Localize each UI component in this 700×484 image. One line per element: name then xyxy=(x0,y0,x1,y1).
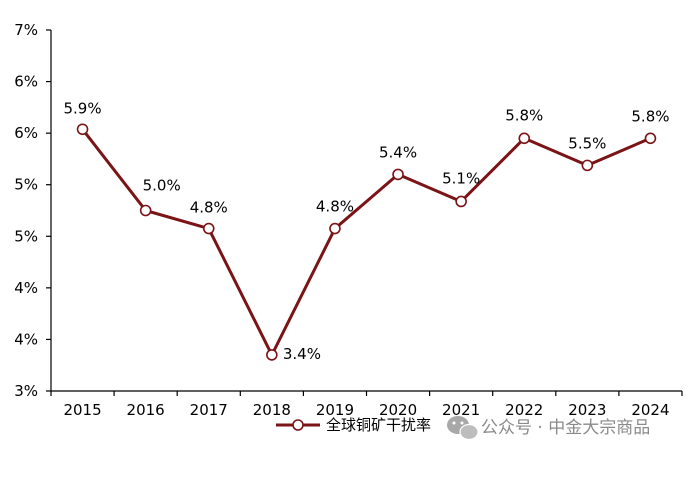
watermark: 公众号 · 中金大宗商品 xyxy=(447,416,650,440)
x-tick-label: 2018 xyxy=(253,401,291,419)
y-tick-label: 6% xyxy=(14,73,38,91)
y-tick-label: 4% xyxy=(14,279,38,297)
data-point xyxy=(267,350,277,360)
x-tick-label: 2023 xyxy=(568,401,606,419)
watermark-text: 公众号 · 中金大宗商品 xyxy=(481,418,650,438)
data-label: 5.8% xyxy=(505,106,543,124)
legend-marker xyxy=(293,420,303,430)
data-labels: 5.9% 5.0% 4.8% 3.4% 4.8% 5.4% 5.1% 5.8% 5.5% 5.8% xyxy=(63,99,669,363)
data-label: 3.4% xyxy=(283,345,321,363)
data-label: 4.8% xyxy=(190,199,228,217)
data-point xyxy=(393,169,403,179)
data-label: 5.0% xyxy=(143,177,181,195)
data-point xyxy=(78,124,88,134)
x-axis: 2015 2016 2017 2018 2019 2020 2021 2022 2023 2024 xyxy=(51,391,682,419)
series-line xyxy=(83,129,651,355)
x-tick-label: 2016 xyxy=(127,401,165,419)
data-point xyxy=(141,206,151,216)
y-tick-label: 7% xyxy=(14,21,38,39)
wechat-icon xyxy=(447,416,478,440)
data-label: 5.5% xyxy=(568,134,606,152)
y-axis: 7% 6% 6% 5% 5% 4% 4% 3% xyxy=(14,21,51,400)
series-group xyxy=(78,124,656,360)
x-tick-label: 2017 xyxy=(190,401,228,419)
y-tick-label: 5% xyxy=(14,176,38,194)
data-label: 5.8% xyxy=(631,107,669,125)
data-point xyxy=(645,133,655,143)
data-label: 4.8% xyxy=(316,198,354,216)
y-tick-label: 4% xyxy=(14,330,38,348)
legend: 全球铜矿干扰率 xyxy=(276,416,431,434)
x-tick-label: 2015 xyxy=(63,401,101,419)
legend-label: 全球铜矿干扰率 xyxy=(326,416,431,434)
y-tick-label: 3% xyxy=(14,382,38,400)
data-point xyxy=(519,133,529,143)
data-label: 5.4% xyxy=(379,143,417,161)
data-point xyxy=(456,196,466,206)
x-tick-label: 2021 xyxy=(442,401,480,419)
x-tick-label: 2022 xyxy=(505,401,543,419)
data-point xyxy=(582,160,592,170)
x-tick-label: 2024 xyxy=(631,401,669,419)
data-point xyxy=(204,224,214,234)
data-point xyxy=(330,224,340,234)
data-label: 5.1% xyxy=(442,169,480,187)
y-tick-label: 5% xyxy=(14,227,38,245)
y-tick-label: 6% xyxy=(14,124,38,142)
data-label: 5.9% xyxy=(63,99,101,117)
